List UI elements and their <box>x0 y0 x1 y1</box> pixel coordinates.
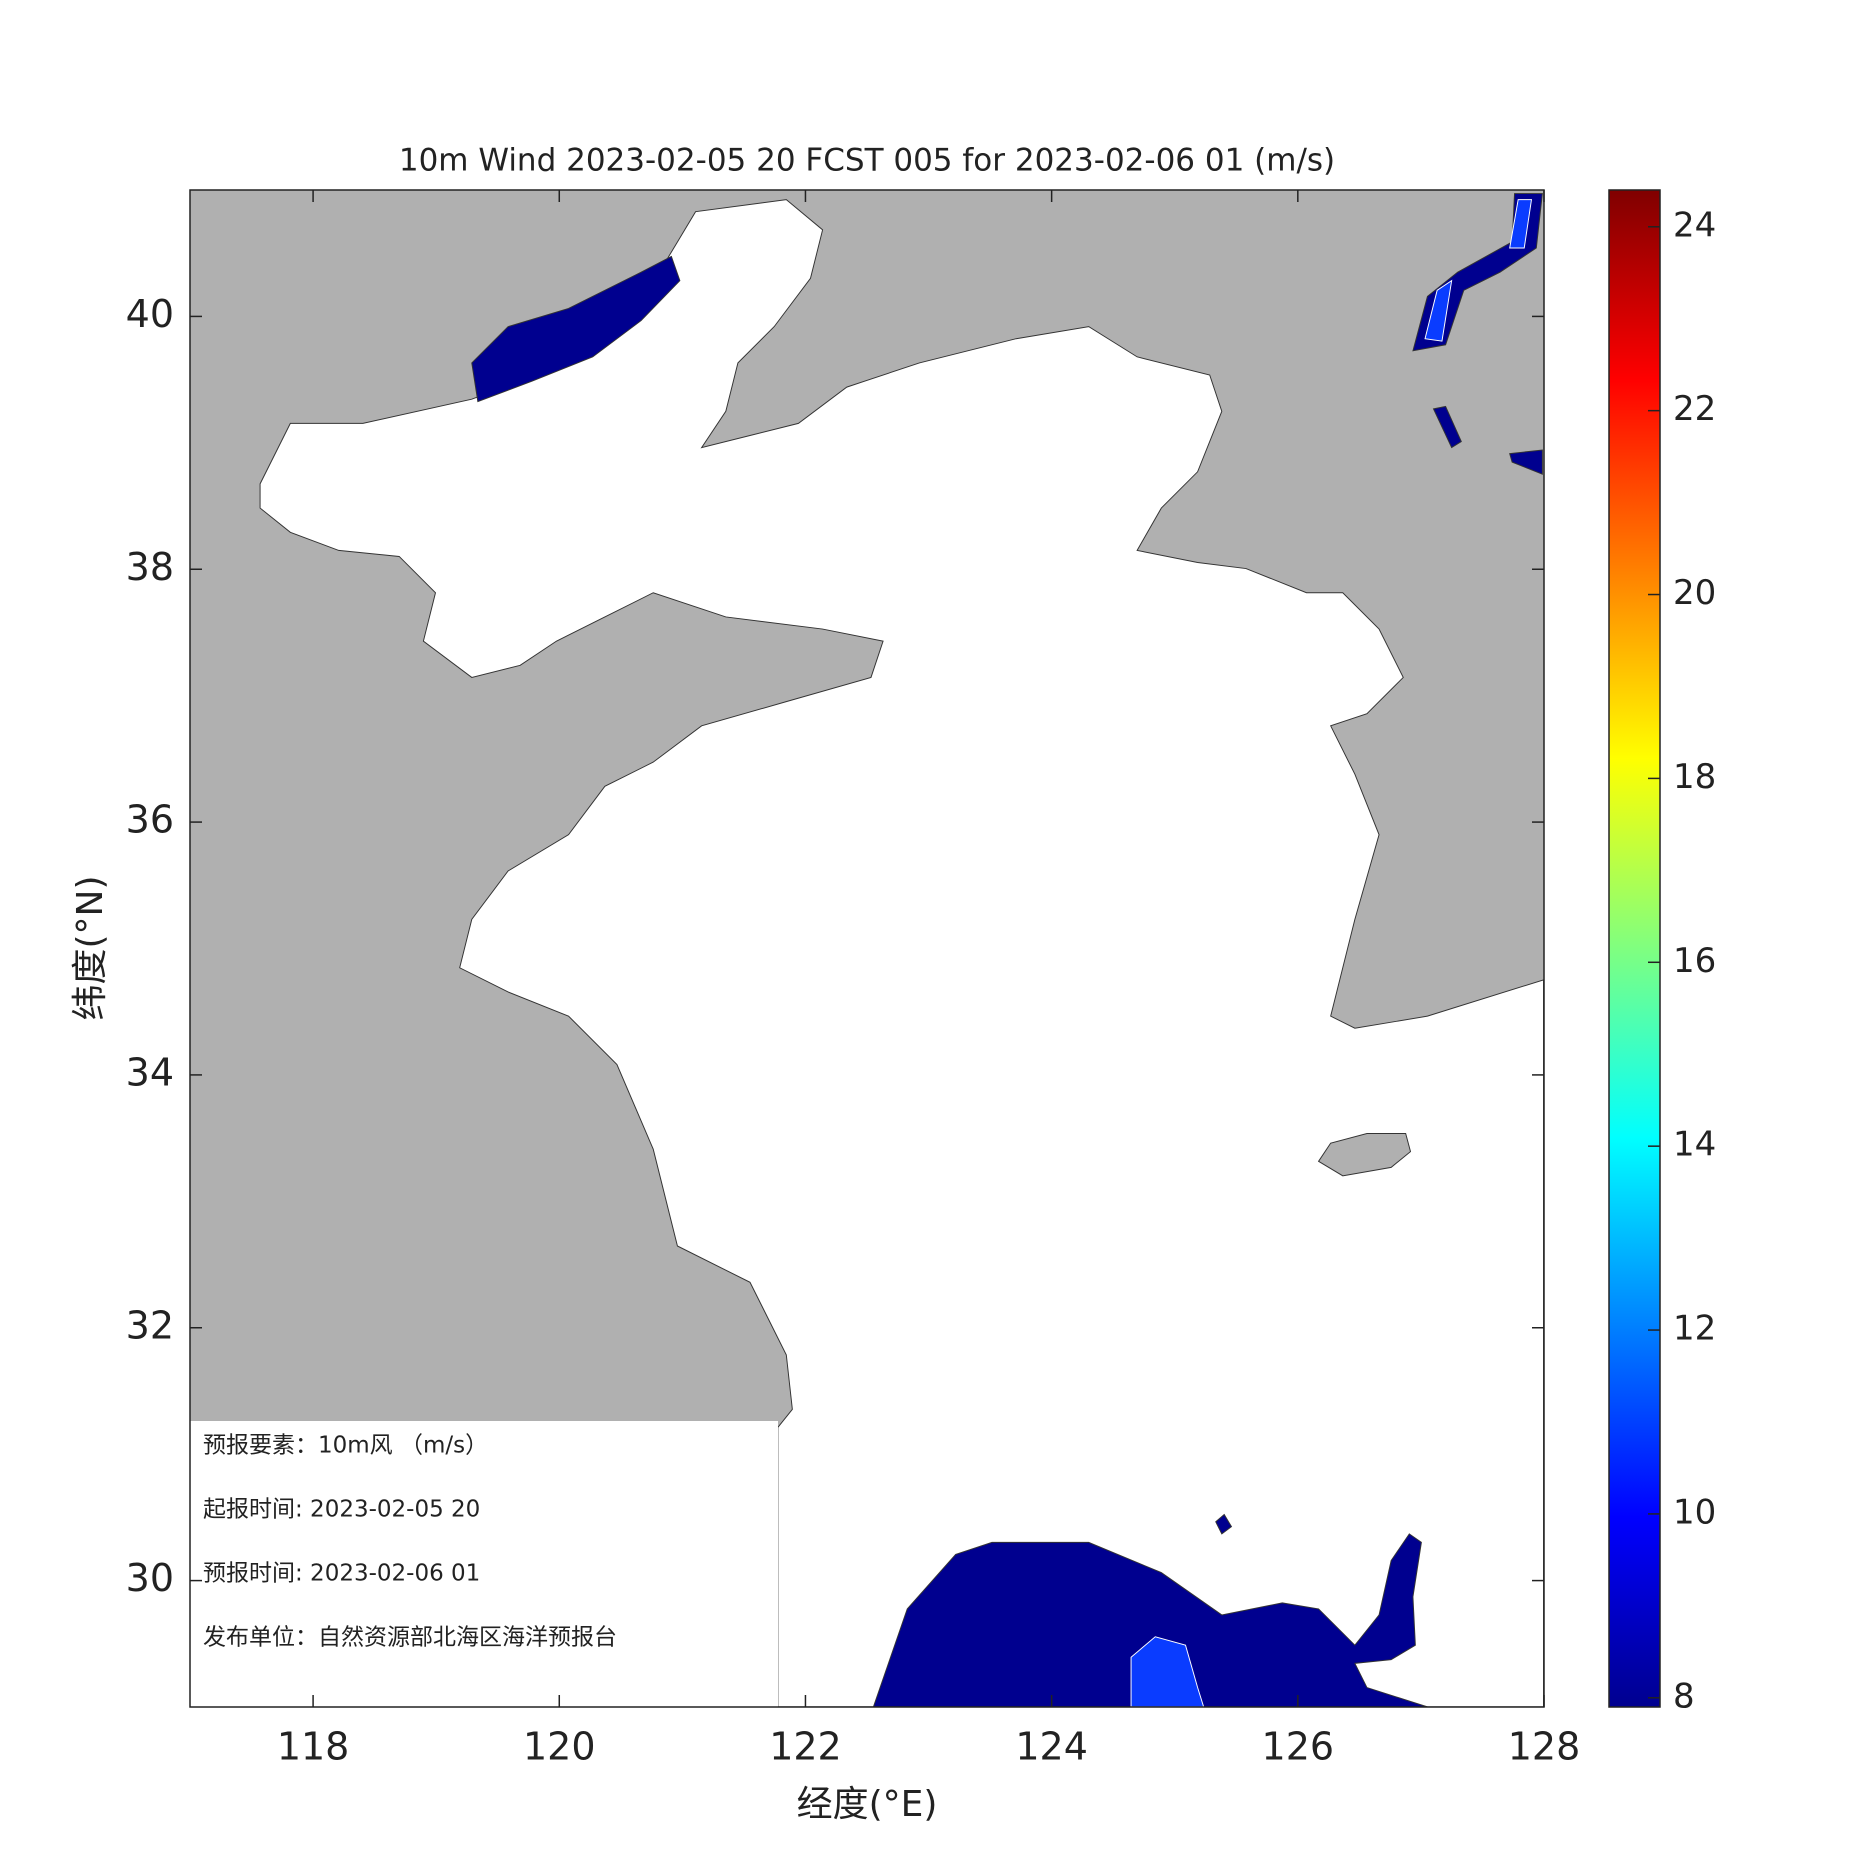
colorbar-tick-label: 22 <box>1673 389 1716 429</box>
info-line: 预报时间: 2023-02-06 01 <box>203 1561 480 1587</box>
contour-area <box>1215 405 1543 1535</box>
x-tick-label: 124 <box>1015 1725 1088 1769</box>
y-tick-label: 32 <box>126 1303 174 1347</box>
info-line: 起报时间: 2023-02-05 20 <box>203 1497 480 1523</box>
colorbar-tick-label: 16 <box>1673 941 1716 981</box>
contour-area <box>872 1533 1428 1707</box>
colorbar-tick-label: 18 <box>1673 757 1716 797</box>
map <box>190 190 1544 1707</box>
x-tick-label: 122 <box>769 1725 842 1769</box>
x-tick-label: 128 <box>1508 1725 1581 1769</box>
colorbar-tick-label: 24 <box>1673 205 1716 245</box>
colorbar-tick-label: 14 <box>1673 1125 1716 1165</box>
chart-title: 10m Wind 2023-02-05 20 FCST 005 for 2023… <box>399 143 1335 179</box>
y-tick-label: 38 <box>126 545 174 589</box>
y-tick-label: 36 <box>126 798 174 842</box>
colorbar-tick-label: 10 <box>1673 1492 1716 1532</box>
colorbar <box>1608 189 1661 1708</box>
colorbar-tick-label: 8 <box>1673 1676 1695 1716</box>
y-tick-label: 30 <box>126 1556 174 1600</box>
y-tick-label: 34 <box>126 1050 174 1094</box>
x-tick-label: 120 <box>523 1725 596 1769</box>
y-tick-label: 40 <box>126 292 174 336</box>
contour-area <box>1424 199 1533 342</box>
sea <box>259 199 1544 1707</box>
contour-area <box>471 255 681 403</box>
info-box <box>190 1421 778 1707</box>
colorbar-tick-label: 12 <box>1673 1309 1716 1349</box>
y-axis-label: 纬度(°N) <box>70 875 111 1020</box>
info-line: 发布单位：自然资源部北海区海洋预报台 <box>203 1625 617 1651</box>
island <box>1317 1133 1412 1177</box>
info-line: 预报要素：10m风 （m/s） <box>203 1433 488 1459</box>
x-tick-label: 118 <box>277 1725 350 1769</box>
colorbar-tick-label: 20 <box>1673 573 1716 613</box>
x-tick-label: 126 <box>1262 1725 1335 1769</box>
x-axis-label: 经度(°E) <box>797 1784 938 1825</box>
plot-frame <box>189 189 1545 1708</box>
